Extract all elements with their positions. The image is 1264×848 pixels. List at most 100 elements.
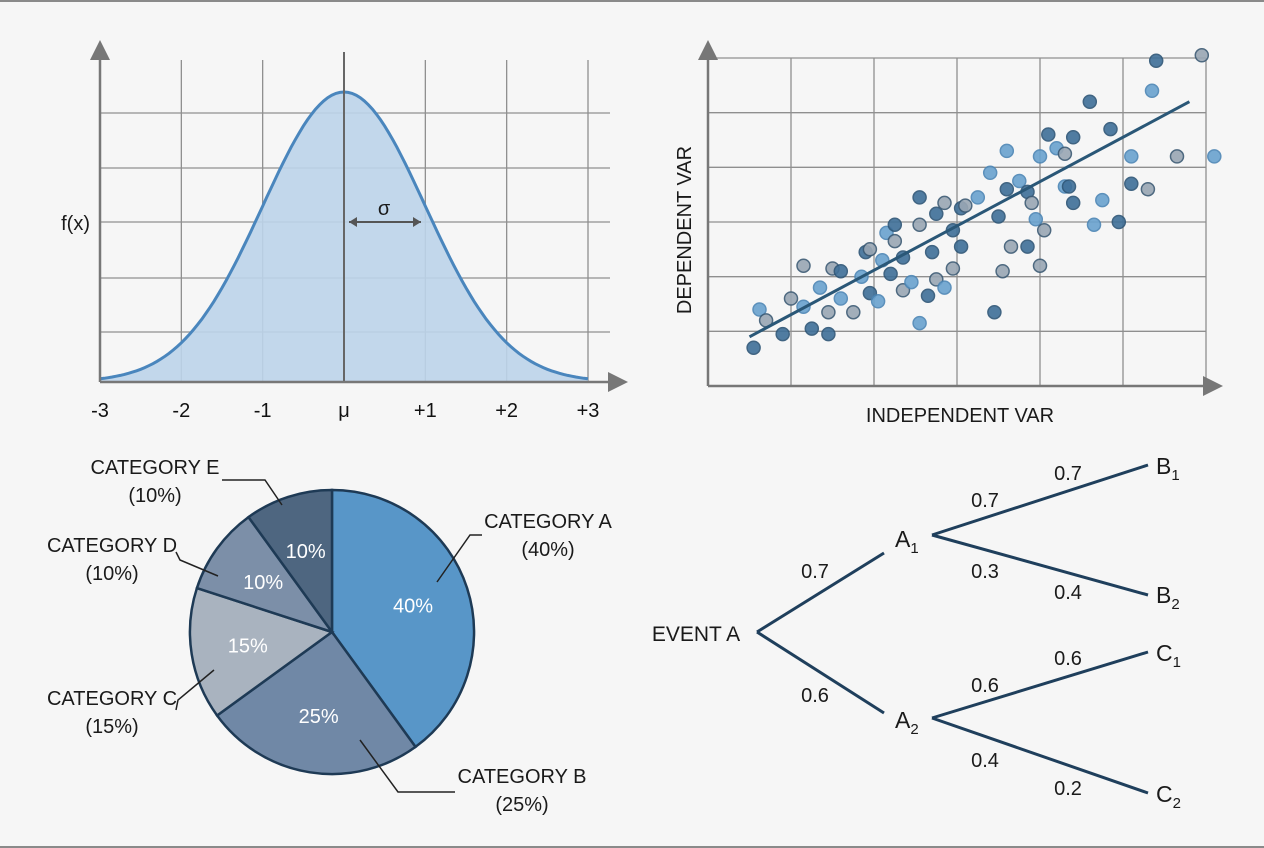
node-a1: A1 <box>895 526 919 557</box>
normal-x-tick-label: -3 <box>91 400 109 422</box>
scatter-point <box>812 280 828 295</box>
scatter-point <box>887 233 903 249</box>
scatter-point <box>887 217 903 232</box>
scatter-point <box>1032 149 1048 164</box>
scatter-point <box>804 321 820 336</box>
node-c1: C1 <box>1156 640 1181 671</box>
pie-leader-line <box>222 479 283 506</box>
scatter-point <box>1124 176 1139 191</box>
pie-leader-line <box>359 739 455 793</box>
pie-slice-percent: 25% <box>299 706 339 728</box>
node-b1: B1 <box>1156 453 1180 484</box>
node-c2: C2 <box>1156 781 1181 812</box>
scatter-point <box>1169 149 1185 164</box>
normal-x-tick-label: +3 <box>577 400 600 422</box>
node-c1-main: C <box>1156 640 1173 666</box>
trend-line <box>748 100 1191 339</box>
scatter-point <box>1041 127 1056 142</box>
probability-tree: EVENT A A1 A2 B1 B2 C1 C2 0.7 0.6 0.7 0.… <box>652 453 1181 812</box>
pie-slice-percent: 10% <box>286 541 326 563</box>
scatter-point <box>1111 214 1127 230</box>
node-a2: A2 <box>895 707 919 738</box>
scatter-point <box>1065 130 1081 145</box>
scatter-point <box>1024 195 1039 211</box>
pie-slice-category-d <box>195 515 336 635</box>
pie-slice-category-b <box>215 630 418 776</box>
prob-b1: 0.7 <box>1054 463 1082 485</box>
scatter-point <box>1148 53 1164 68</box>
scatter-point <box>1194 48 1210 63</box>
normal-x-tick-label: -2 <box>172 400 190 422</box>
normal-y-axis-label: f(x) <box>61 213 90 235</box>
pie-slice-percent: 10% <box>243 572 283 594</box>
scatter-point <box>970 190 986 205</box>
scatter-point <box>945 261 961 276</box>
scatter-point <box>937 195 952 211</box>
scatter-point <box>1103 121 1118 137</box>
scatter-point <box>1082 94 1098 109</box>
pie-category-percent: (40%) <box>521 539 574 561</box>
sigma-arrow-left-head <box>349 217 357 227</box>
scatter-point <box>1012 173 1027 189</box>
prob-a1-upper: 0.7 <box>971 490 999 512</box>
scatter-point <box>958 198 973 213</box>
pie-slice-category-c <box>188 586 335 718</box>
prob-c2: 0.2 <box>1054 778 1082 800</box>
prob-root-a1: 0.7 <box>801 561 829 583</box>
branch-a1-b2 <box>931 533 1149 597</box>
scatter-point <box>982 165 998 181</box>
scatter-point <box>920 288 936 304</box>
scatter-point <box>1028 212 1044 227</box>
prob-b2: 0.4 <box>1054 582 1082 604</box>
branch-a2-c1 <box>931 650 1149 720</box>
pie-leader-line <box>175 669 215 711</box>
branch-root-a2 <box>756 630 885 715</box>
pie-category-percent: (10%) <box>128 485 181 507</box>
scatter-point <box>912 315 927 331</box>
scatter-point <box>862 242 878 257</box>
scatter-points <box>746 48 1222 355</box>
scatter-point <box>746 340 761 355</box>
normal-x-ticks: -3 -2 -1 μ +1 +2 +3 <box>91 400 599 422</box>
scatter-point <box>999 143 1015 159</box>
scatter-x-axis-label: INDEPENDENT VAR <box>866 405 1054 427</box>
node-c2-sub: 2 <box>1173 795 1181 812</box>
scatter-chart: INDEPENDENT VAR DEPENDENT VAR <box>674 40 1223 427</box>
prob-a2-upper: 0.6 <box>971 675 999 697</box>
pie-slice-category-a <box>330 488 476 749</box>
node-b1-main: B <box>1156 453 1171 479</box>
scatter-point <box>995 263 1010 279</box>
pie-category-percent: (15%) <box>85 716 138 738</box>
node-a2-main: A <box>895 707 911 733</box>
normal-distribution-chart: σ f(x) -3 -2 -1 μ +1 +2 +3 <box>61 40 628 422</box>
node-b2-sub: 2 <box>1171 596 1179 613</box>
pie-slice-category-e <box>246 488 334 636</box>
scatter-point <box>833 291 849 306</box>
scatter-point <box>1095 192 1110 208</box>
scatter-point <box>1061 179 1077 194</box>
scatter-point <box>1207 149 1222 164</box>
scatter-point <box>833 263 849 279</box>
branch-a1-b1 <box>931 463 1149 537</box>
node-b1-sub: 1 <box>1171 467 1179 484</box>
tree-root-label: EVENT A <box>652 623 740 646</box>
scatter-point <box>999 181 1015 197</box>
normal-x-tick-label: +1 <box>414 400 437 422</box>
node-a2-sub: 2 <box>910 721 918 738</box>
prob-a2-lower: 0.4 <box>971 750 999 772</box>
node-c2-main: C <box>1156 781 1173 807</box>
pie-category-percent: (25%) <box>495 794 548 816</box>
scatter-point <box>870 294 886 309</box>
pie-category-label: CATEGORY C <box>47 688 177 710</box>
scatter-point <box>1144 83 1160 99</box>
normal-x-tick-label: μ <box>338 400 350 422</box>
pie-slice-percent: 40% <box>393 596 433 618</box>
node-c1-sub: 1 <box>1173 654 1181 671</box>
scatter-point <box>883 266 898 282</box>
scatter-point <box>821 326 836 342</box>
scatter-point <box>796 258 811 273</box>
scatter-point <box>1124 149 1139 164</box>
scatter-point <box>953 239 969 254</box>
pie-slices <box>188 488 476 776</box>
